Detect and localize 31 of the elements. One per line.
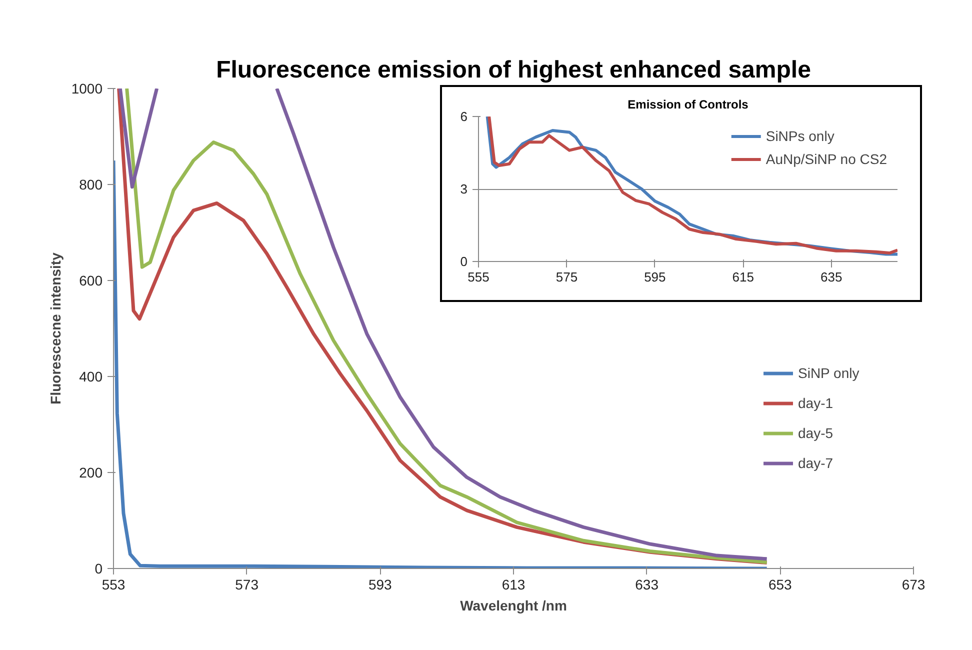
x-axis-title: Wavelenght /nm [460, 598, 567, 614]
legend-label: SiNPs only [766, 128, 834, 144]
y-tick-label: 0 [460, 254, 468, 269]
x-tick-label: 613 [502, 576, 526, 592]
x-tick-label: 593 [368, 576, 392, 592]
y-tick-label: 6 [460, 109, 468, 124]
y-tick-label: 1000 [71, 80, 103, 96]
legend-label: AuNp/SiNP no CS2 [766, 151, 887, 167]
x-tick-label: 635 [820, 270, 842, 284]
y-tick-label: 400 [79, 368, 103, 384]
x-tick-label: 553 [102, 576, 126, 592]
x-tick-label: 595 [644, 270, 666, 284]
legend-label: day-7 [798, 455, 834, 471]
y-tick-label: 600 [79, 272, 103, 288]
x-tick-label: 653 [768, 576, 792, 592]
legend-label: day-1 [798, 395, 834, 411]
x-tick-label: 555 [468, 270, 490, 284]
legend-label: day-5 [798, 425, 834, 441]
legend-label: SiNP only [798, 365, 860, 381]
y-tick-label: 0 [94, 560, 103, 576]
chart-title: Emission of Controls [628, 98, 749, 112]
y-axis-title: Fluorescecne intensity [47, 252, 64, 404]
chart-title: Fluorescence emission of highest enhanced sample [216, 56, 811, 84]
y-tick-label: 200 [79, 464, 103, 480]
y-tick-label: 3 [460, 182, 468, 196]
x-tick-label: 615 [732, 270, 754, 284]
y-tick-label: 800 [79, 176, 103, 192]
x-tick-label: 573 [235, 576, 259, 592]
x-tick-label: 575 [556, 270, 578, 284]
x-tick-label: 633 [635, 576, 659, 592]
x-tick-label: 673 [902, 576, 926, 592]
